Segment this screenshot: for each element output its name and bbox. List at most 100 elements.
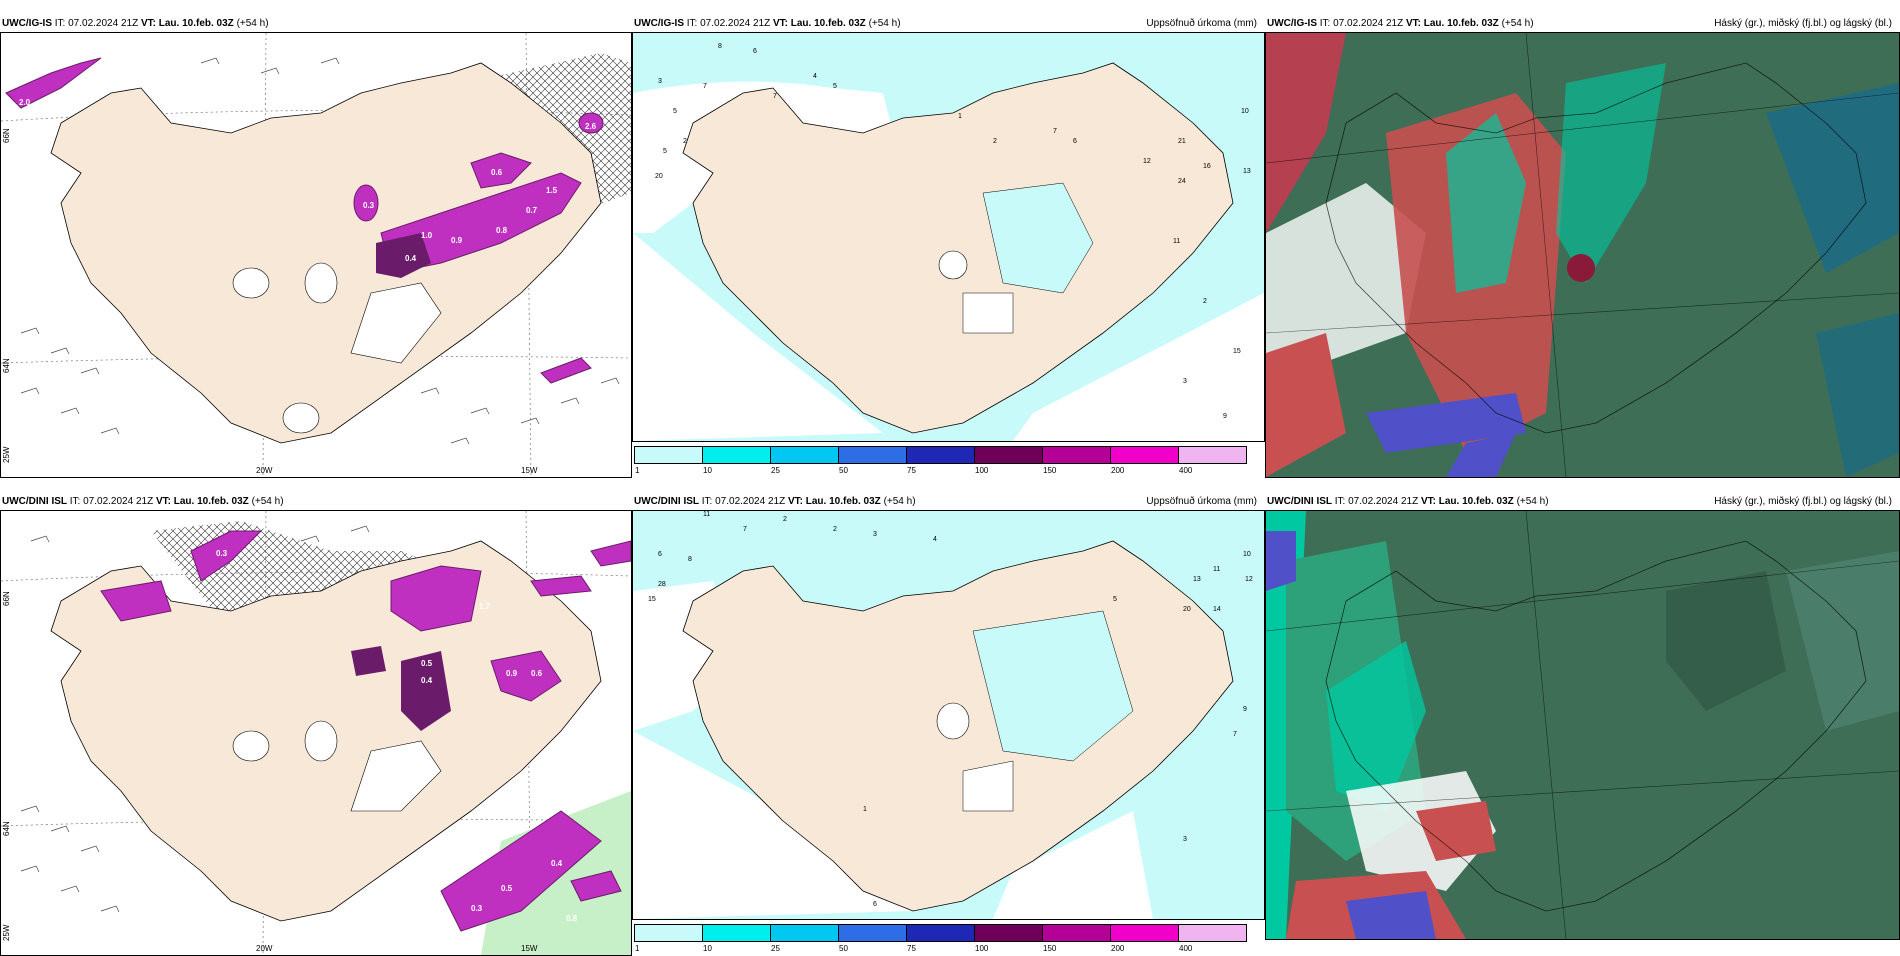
precip-value: 2 <box>783 516 787 523</box>
precip-colorbar <box>634 924 1247 942</box>
iceland-land <box>682 62 1234 434</box>
precip-value: 6 <box>873 901 877 908</box>
precip-value: 3 <box>658 78 662 85</box>
wind-value: 0.5 <box>501 884 513 893</box>
valid-time: Lau. 10.feb. 03Z <box>173 496 249 507</box>
colorbar-tick-label: 75 <box>907 466 916 475</box>
precip-value: 12 <box>1143 158 1151 165</box>
colorbar-segment <box>1178 446 1247 464</box>
wind-value: 0.6 <box>491 168 503 177</box>
lon-label-20w: 20W <box>256 466 273 475</box>
lead-time: (+54 h) <box>236 18 269 29</box>
wind-value: 0.8 <box>496 226 508 235</box>
colorbar-tick-label: 400 <box>1179 944 1193 953</box>
it-label: IT: <box>54 18 66 29</box>
lon-label-15w: 15W <box>521 466 538 475</box>
wind-value: 0.5 <box>421 659 433 668</box>
panel-header: UWC/DINI ISL IT: 07.02.2024 21Z VT: Lau.… <box>2 496 628 510</box>
field-title: Háský (gr.), miðský (fj.bl.) og lágský (… <box>1714 18 1892 29</box>
colorbar-tick-label: 200 <box>1111 466 1125 475</box>
precip-value: 8 <box>718 43 722 50</box>
precip-value: 2 <box>1203 298 1207 305</box>
wind-value: 0.4 <box>421 676 433 685</box>
colorbar-tick-label: 1 <box>635 944 640 953</box>
colorbar-segment <box>974 924 1043 942</box>
precip-value: 6 <box>658 551 662 558</box>
model-name: UWC/IG-IS <box>634 18 684 29</box>
iceland-land <box>50 62 602 444</box>
precip-value: 7 <box>743 526 747 533</box>
precip-value: 11 <box>1213 566 1220 573</box>
it-label: IT: <box>686 18 698 29</box>
precip-value: 5 <box>1113 596 1117 603</box>
colorbar-tick-label: 50 <box>839 944 848 953</box>
panel-header: UWC/DINI ISL IT: 07.02.2024 21Z VT: Lau.… <box>634 496 1261 510</box>
lead-time: (+54 h) <box>1516 496 1549 507</box>
precip-value: 2 <box>993 138 997 145</box>
model-name: UWC/DINI ISL <box>634 496 699 507</box>
wind-value: 0.9 <box>506 669 518 678</box>
lon-label-25w: 25W <box>2 924 11 941</box>
precip-value: 20 <box>1183 606 1191 613</box>
lead-time: (+54 h) <box>1501 18 1534 29</box>
precip-value: 9 <box>1223 413 1227 420</box>
colorbar-tick-label: 10 <box>703 466 712 475</box>
precip-colorbar <box>634 446 1247 464</box>
wind-value: 0.4 <box>405 254 417 263</box>
precip-value: 10 <box>1241 108 1249 115</box>
panel-wind-dini: UWC/DINI ISL IT: 07.02.2024 21Z VT: Lau.… <box>0 492 632 956</box>
colorbar-tick-label: 10 <box>703 944 712 953</box>
lat-label-66n: 66N <box>2 591 11 606</box>
valid-time: Lau. 10.feb. 03Z <box>1423 18 1499 29</box>
colorbar-segment <box>770 446 839 464</box>
colorbar-tick-label: 400 <box>1179 466 1193 475</box>
colorbar-segment <box>1110 924 1179 942</box>
colorbar-segment <box>1042 924 1111 942</box>
panel-header: UWC/DINI ISL IT: 07.02.2024 21Z VT: Lau.… <box>1267 496 1896 510</box>
panel-clouds-ig: UWC/IG-IS IT: 07.02.2024 21Z VT: Lau. 10… <box>1265 14 1900 478</box>
precip-value: 7 <box>1233 731 1237 738</box>
colorbar-tick-label: 150 <box>1043 944 1057 953</box>
precip-value: 11 <box>1173 238 1180 245</box>
precip-value: 28 <box>658 581 666 588</box>
valid-time: Lau. 10.feb. 03Z <box>158 18 234 29</box>
colorbar-segment <box>702 446 771 464</box>
precip-value: 13 <box>1193 576 1201 583</box>
precip-value: 4 <box>933 536 937 543</box>
colorbar-tick-label: 25 <box>771 944 780 953</box>
it-label: IT: <box>701 496 713 507</box>
wind-value: 0.6 <box>531 669 543 678</box>
colorbar-segment <box>906 446 975 464</box>
precip-value: 24 <box>1178 178 1186 185</box>
wind-value: 1.7 <box>479 602 491 611</box>
panel-clouds-dini: UWC/DINI ISL IT: 07.02.2024 21Z VT: Lau.… <box>1265 492 1900 950</box>
init-time: 07.02.2024 21Z <box>68 18 139 29</box>
precip-value: 11 <box>703 511 710 518</box>
init-time: 07.02.2024 21Z <box>1348 496 1419 507</box>
precip-map-svg: 3 5 7 5 2 20 8 6 4 5 1 2 7 6 21 24 16 13… <box>633 33 1264 441</box>
wind-value: 2.6 <box>585 122 597 131</box>
colorbar-segment <box>1178 924 1247 942</box>
colorbar-segment <box>838 446 907 464</box>
it-label: IT: <box>1334 496 1346 507</box>
precip-value: 5 <box>663 148 667 155</box>
colorbar-tick-label: 150 <box>1043 466 1057 475</box>
wind-value: 0.3 <box>216 549 228 558</box>
field-title: Háský (gr.), miðský (fj.bl.) og lágský (… <box>1714 496 1892 507</box>
panel-header: UWC/IG-IS IT: 07.02.2024 21Z VT: Lau. 10… <box>1267 18 1896 32</box>
lat-label-64n: 64N <box>2 358 11 373</box>
precip-value: 12 <box>1245 576 1253 583</box>
precip-value: 14 <box>1213 606 1221 613</box>
vt-label: VT: <box>1420 496 1436 507</box>
colorbar-segment <box>1110 446 1179 464</box>
panel-precip-ig: UWC/IG-IS IT: 07.02.2024 21Z VT: Lau. 10… <box>632 14 1265 475</box>
precip-map: 11 7 2 6 8 28 15 2 3 4 13 11 10 14 20 5 … <box>632 510 1265 920</box>
precip-value: 3 <box>1183 836 1187 843</box>
colorbar-segment <box>1042 446 1111 464</box>
wind-value: 0.7 <box>526 206 538 215</box>
colorbar-tick-label: 200 <box>1111 944 1125 953</box>
field-title: Uppsöfnuð úrkoma (mm) <box>1146 18 1257 29</box>
colorbar-tick-label: 100 <box>975 944 989 953</box>
precip-map: 3 5 7 5 2 20 8 6 4 5 1 2 7 6 21 24 16 13… <box>632 32 1265 442</box>
field-title: Uppsöfnuð úrkoma (mm) <box>1146 496 1257 507</box>
